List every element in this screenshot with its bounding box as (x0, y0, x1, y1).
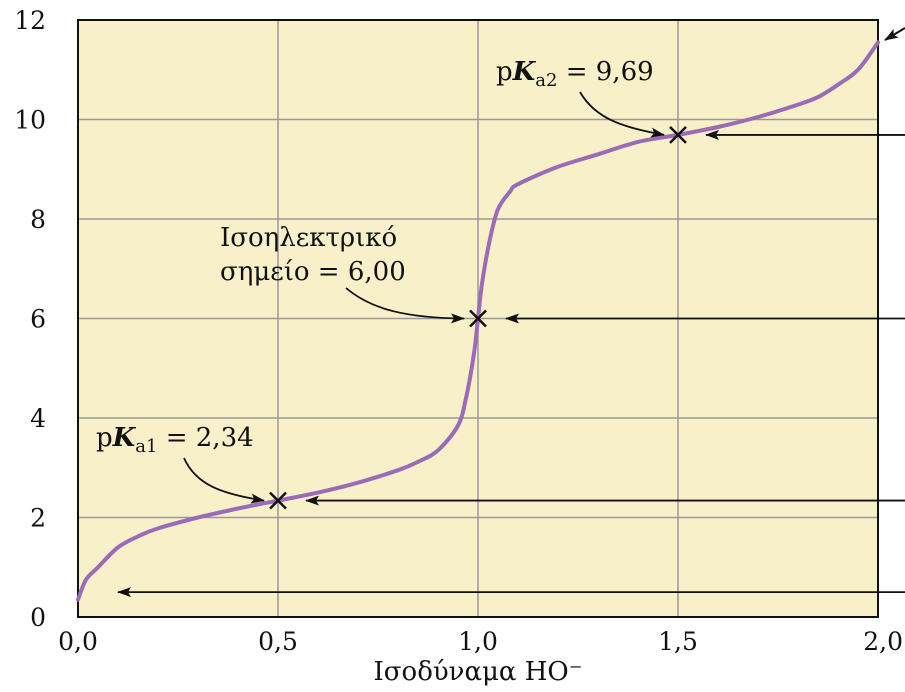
level-arrows (117, 129, 905, 598)
markers (269, 126, 687, 510)
x-tick-label: 2,0 (863, 627, 903, 656)
x-axis-label: Ισοδύναμα HO⁻ (374, 657, 583, 687)
titration-curve (76, 40, 880, 602)
annotation-pka1: pKa1 = 2,34 (96, 423, 254, 457)
top-right-arrow (884, 27, 905, 41)
annotation-pka2-arrow (579, 91, 665, 138)
y-tick-label: 10 (14, 106, 46, 135)
annotation-pka2: pKa2 = 9,69 (496, 57, 654, 91)
x-marker (669, 126, 687, 144)
y-tick-label: 2 (30, 504, 46, 533)
y-tick-label: 4 (30, 404, 46, 433)
annotations: pKa1 = 2,34 Ισοηλεκτρικό σημείο = 6,00 pKa2… (96, 57, 665, 504)
annotation-isoelectric-line1: Ισοηλεκτρικό (220, 223, 397, 253)
y-tick-label: 0 (30, 603, 46, 632)
annotation-pka1-arrow (183, 457, 265, 504)
x-marker (269, 491, 287, 510)
y-tick-label: 12 (14, 6, 46, 35)
x-marker (469, 309, 487, 328)
x-tick-label: 0,5 (258, 627, 298, 656)
x-tick-label: 0,0 (58, 627, 98, 656)
x-tick-labels: 0,0 0,5 1,0 1,5 2,0 (58, 627, 903, 656)
y-tick-label: 8 (30, 205, 46, 234)
annotation-isoelectric-arrow (345, 287, 465, 324)
y-tick-label: 6 (30, 305, 46, 334)
x-tick-label: 1,5 (658, 627, 698, 656)
annotation-isoelectric-line2: σημείο = 6,00 (220, 257, 406, 287)
y-tick-labels: 0 2 4 6 8 10 12 (14, 6, 46, 632)
x-tick-label: 1,0 (458, 627, 498, 656)
